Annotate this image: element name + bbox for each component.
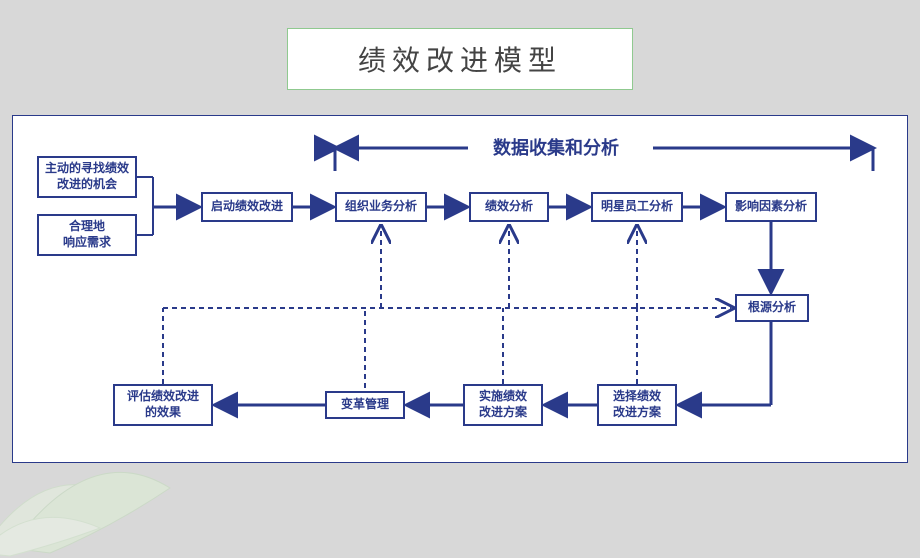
node-select-plan: 选择绩效改进方案 [597, 384, 677, 426]
node-root-cause: 根源分析 [735, 294, 809, 322]
node-implement-plan: 实施绩效改进方案 [463, 384, 543, 426]
node-factor-analysis: 影响因素分析 [725, 192, 817, 222]
flowchart-diagram: 数据收集和分析 主动的寻找绩效改进的机会 合理地响应需求 启动绩效改进 组织业务… [12, 115, 908, 463]
node-org-analysis: 组织业务分析 [335, 192, 427, 222]
node-perf-analysis: 绩效分析 [469, 192, 549, 222]
node-change-mgmt: 变革管理 [325, 391, 405, 419]
node-star-analysis: 明星员工分析 [591, 192, 683, 222]
section-label: 数据收集和分析 [493, 134, 619, 160]
node-evaluate: 评估绩效改进的效果 [113, 384, 213, 426]
node-proactive-opportunity: 主动的寻找绩效改进的机会 [37, 156, 137, 198]
node-initiate: 启动绩效改进 [201, 192, 293, 222]
node-respond-needs: 合理地响应需求 [37, 214, 137, 256]
page-title: 绩效改进模型 [287, 28, 633, 90]
